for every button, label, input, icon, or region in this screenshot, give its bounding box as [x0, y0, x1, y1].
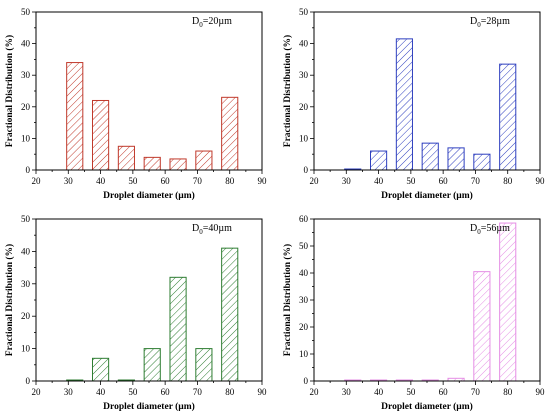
bar	[169, 158, 187, 171]
x-tick-label: 50	[406, 387, 416, 397]
x-tick-label: 60	[161, 387, 171, 397]
y-axis-title: Fractional Distribution (%)	[282, 244, 293, 356]
y-tick-label: 40	[299, 39, 309, 49]
y-tick-label: 0	[304, 165, 309, 175]
bar	[370, 150, 388, 171]
bar	[195, 150, 213, 171]
x-tick-label: 30	[64, 387, 74, 397]
y-tick-label: 50	[21, 7, 31, 17]
y-tick-label: 40	[299, 268, 309, 278]
y-tick-label: 10	[21, 133, 31, 143]
x-tick-label: 40	[374, 176, 384, 186]
panel-label: D0=28µm	[470, 16, 510, 29]
x-tick-label: 90	[258, 176, 268, 186]
panel-label: D0=40µm	[192, 223, 232, 236]
x-axis-title: Droplet diameter (µm)	[103, 401, 195, 411]
x-tick-label: 50	[128, 387, 138, 397]
y-tick-label: 10	[21, 344, 31, 354]
bar	[92, 357, 110, 382]
x-tick-label: 20	[310, 176, 320, 186]
x-tick-label: 40	[96, 387, 106, 397]
y-tick-label: 30	[21, 70, 31, 80]
y-axis-title: Fractional Distribution (%)	[282, 35, 293, 147]
y-tick-label: 50	[299, 241, 309, 251]
y-tick-label: 20	[299, 322, 309, 332]
panel-label: D0=20µm	[192, 16, 232, 29]
x-tick-label: 20	[310, 387, 320, 397]
x-axis-title: Droplet diameter (µm)	[381, 190, 473, 201]
y-axis-title: Fractional Distribution (%)	[4, 35, 15, 147]
y-tick-label: 30	[299, 70, 309, 80]
chart-panel-2: 20 30 40 50 60 70 80 90 0 10 20 30 40 50 Droplet diame…	[282, 7, 545, 201]
x-axis-title: Droplet diameter (µm)	[381, 401, 473, 411]
bar	[499, 63, 517, 171]
x-tick-label: 70	[471, 387, 481, 397]
bar	[117, 145, 135, 171]
x-tick-label: 60	[161, 176, 171, 186]
x-tick-label: 70	[193, 176, 203, 186]
x-tick-label: 80	[503, 387, 513, 397]
bar	[421, 142, 439, 171]
y-tick-label: 50	[299, 7, 309, 17]
y-tick-label: 50	[21, 214, 31, 224]
y-tick-label: 40	[21, 246, 31, 256]
x-tick-label: 90	[258, 387, 268, 397]
bar	[395, 38, 413, 171]
x-tick-label: 60	[439, 387, 449, 397]
x-tick-label: 50	[406, 176, 416, 186]
bar	[473, 271, 491, 382]
y-tick-label: 60	[299, 214, 309, 224]
x-tick-label: 70	[193, 387, 203, 397]
x-tick-label: 80	[225, 176, 235, 186]
y-tick-label: 40	[21, 39, 31, 49]
x-tick-label: 80	[503, 176, 513, 186]
bar	[143, 156, 161, 171]
x-tick-label: 20	[32, 387, 42, 397]
x-tick-label: 30	[64, 176, 74, 186]
bar	[169, 276, 187, 382]
y-tick-label: 10	[299, 349, 309, 359]
bar	[92, 99, 110, 171]
bar	[499, 222, 517, 382]
chart-panel-1: 20 30 40 50 60 70 80 90 0 10 20 30 40 50 Droplet diame…	[4, 7, 267, 201]
chart-panel-4: 20 30 40 50 60 70 80 90 0 10 20 30 40 50 60 Droplet dia…	[282, 214, 545, 411]
x-axis-title: Droplet diameter (µm)	[103, 190, 195, 201]
y-tick-label: 20	[21, 311, 31, 321]
bar	[195, 348, 213, 382]
x-tick-label: 80	[225, 387, 235, 397]
x-tick-label: 50	[128, 176, 138, 186]
bar	[143, 348, 161, 382]
x-tick-label: 40	[374, 387, 384, 397]
bar	[447, 147, 465, 171]
y-tick-label: 10	[299, 133, 309, 143]
x-tick-label: 30	[342, 387, 352, 397]
y-axis-title: Fractional Distribution (%)	[4, 244, 15, 356]
bar	[473, 153, 491, 171]
x-tick-label: 90	[536, 387, 546, 397]
chart-panel-3: 20 30 40 50 60 70 80 90 0 10 20 30 40 50 Droplet diame…	[4, 214, 267, 411]
x-tick-label: 60	[439, 176, 449, 186]
y-tick-label: 20	[21, 102, 31, 112]
y-tick-label: 30	[299, 295, 309, 305]
bar	[221, 96, 239, 171]
bar	[66, 62, 84, 171]
y-tick-label: 30	[21, 279, 31, 289]
x-tick-label: 40	[96, 176, 106, 186]
y-tick-label: 0	[304, 376, 309, 386]
x-tick-label: 20	[32, 176, 42, 186]
x-tick-label: 30	[342, 176, 352, 186]
x-tick-label: 70	[471, 176, 481, 186]
y-tick-label: 20	[299, 102, 309, 112]
y-tick-label: 0	[26, 376, 31, 386]
x-tick-label: 90	[536, 176, 546, 186]
bar	[221, 247, 239, 382]
panel-label: D0=56µm	[470, 223, 510, 236]
y-tick-label: 0	[26, 165, 31, 175]
